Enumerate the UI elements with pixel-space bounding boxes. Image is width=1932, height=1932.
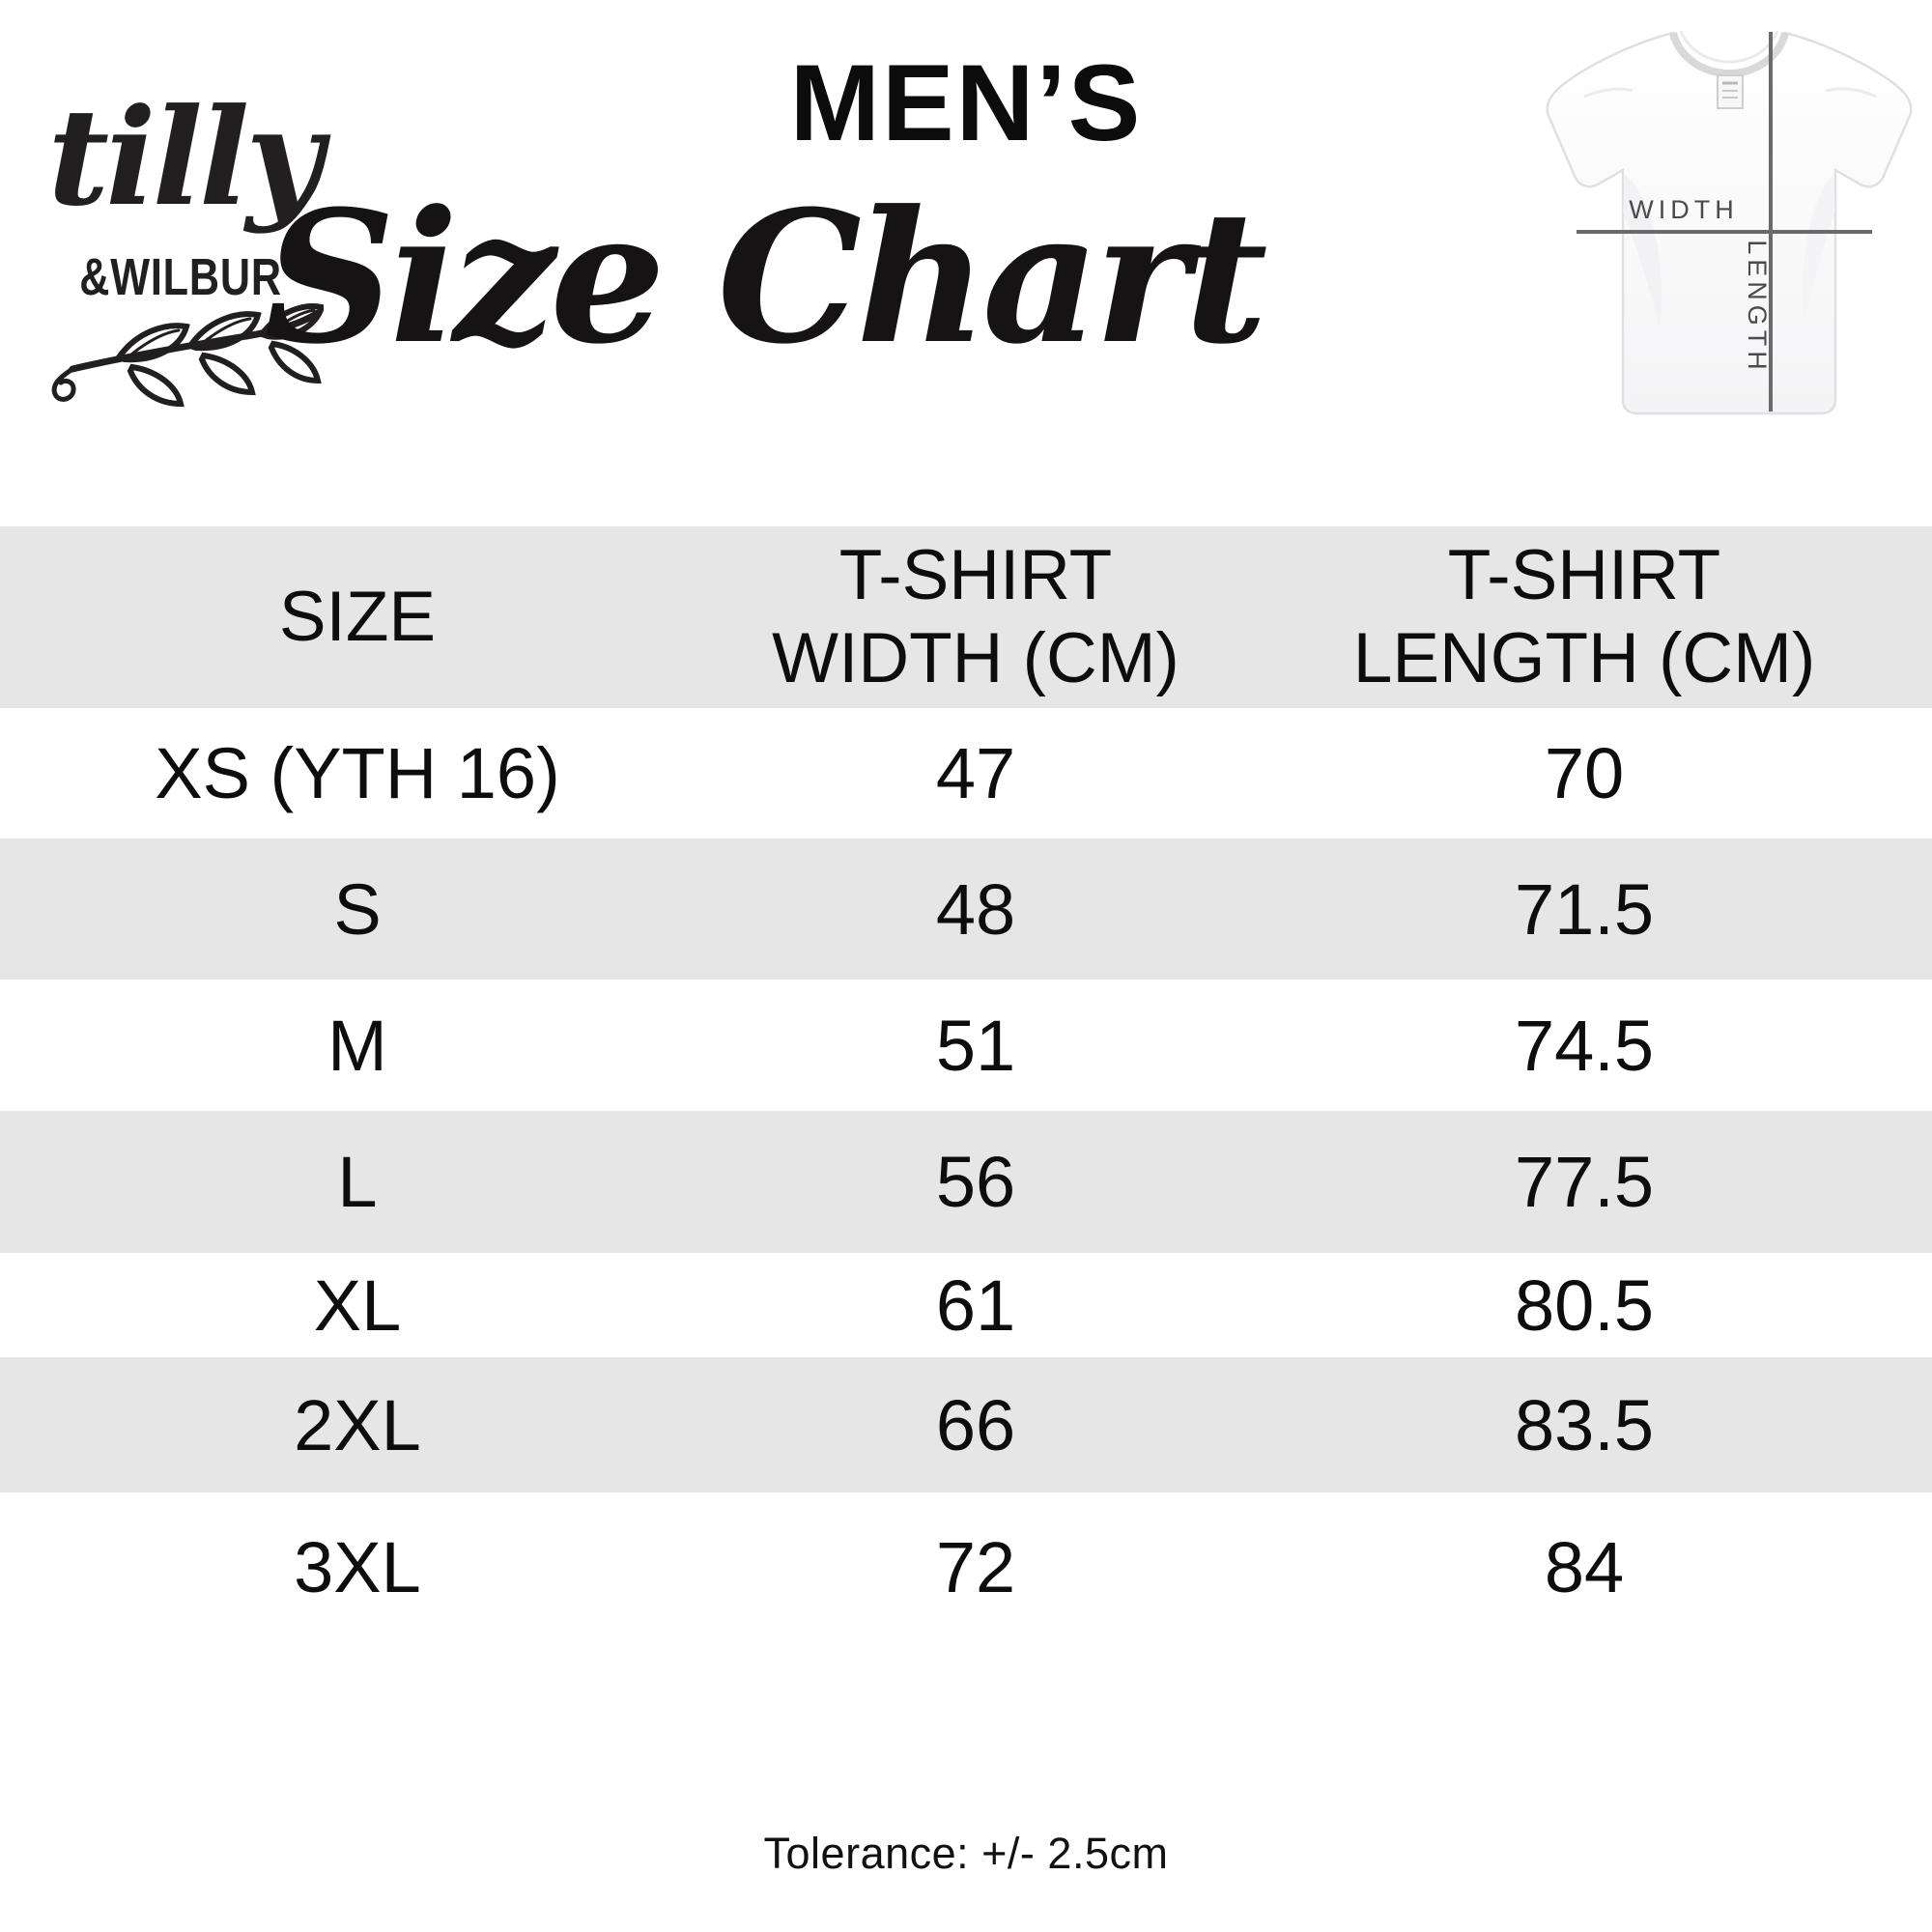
width-cell: 47 (935, 733, 1016, 813)
length-cell: 77.5 (1514, 1142, 1655, 1222)
length-cell: 80.5 (1514, 1264, 1655, 1346)
brand-name-caps: &WILBUR (79, 248, 282, 306)
length-label: LENGTH (1743, 240, 1772, 375)
width-cell: 61 (935, 1264, 1016, 1346)
size-cell: L (337, 1142, 378, 1222)
length-cell: 70 (1544, 733, 1625, 813)
width-cell: 66 (935, 1384, 1016, 1465)
width-cell: 56 (935, 1142, 1016, 1222)
size-cell: 2XL (294, 1384, 421, 1465)
column-header-length: T-SHIRT LENGTH (CM) (1352, 535, 1816, 697)
brand-logo: tilly &WILBUR (43, 85, 324, 413)
size-cell: 3XL (294, 1527, 421, 1607)
width-label: WIDTH (1629, 195, 1738, 224)
brand-name-script: tilly (47, 78, 323, 236)
branch-laurel-icon (51, 303, 324, 408)
size-cell: M (327, 1005, 387, 1086)
width-cell: 51 (935, 1005, 1016, 1086)
size-cell: XL (313, 1264, 402, 1346)
column-header-width: T-SHIRT WIDTH (CM) (772, 535, 1179, 697)
table-row-2xl: 2XL 66 83.5 (0, 1357, 1932, 1492)
table-row-xs: XS (YTH 16) 47 70 (0, 708, 1932, 838)
table-header-row: SIZE T-SHIRT WIDTH (CM) T-SHIRT LENGTH (… (0, 526, 1932, 708)
length-cell: 83.5 (1514, 1384, 1655, 1465)
tshirt-graphic (1546, 30, 1913, 415)
page-title: Size Chart (264, 171, 1267, 384)
tolerance-note: Tolerance: +/- 2.5cm (763, 1829, 1169, 1878)
length-cell: 84 (1544, 1527, 1625, 1607)
width-cell: 72 (935, 1527, 1016, 1607)
column-header-size: SIZE (278, 577, 437, 656)
size-cell: XS (YTH 16) (155, 733, 560, 813)
table-row-m: M 51 74.5 (0, 980, 1932, 1111)
table-row-3xl: 3XL 72 84 (0, 1492, 1932, 1642)
table-row-l: L 56 77.5 (0, 1111, 1932, 1253)
tshirt-measurement-diagram: WIDTH LENGTH (1546, 30, 1913, 415)
size-cell: S (333, 868, 382, 950)
length-cell: 71.5 (1514, 868, 1655, 950)
table-row-xl: XL 61 80.5 (0, 1253, 1932, 1357)
width-cell: 48 (935, 868, 1016, 950)
length-cell: 74.5 (1514, 1005, 1655, 1086)
category-title: MEN’S (789, 43, 1143, 163)
table-row-s: S 48 71.5 (0, 838, 1932, 980)
